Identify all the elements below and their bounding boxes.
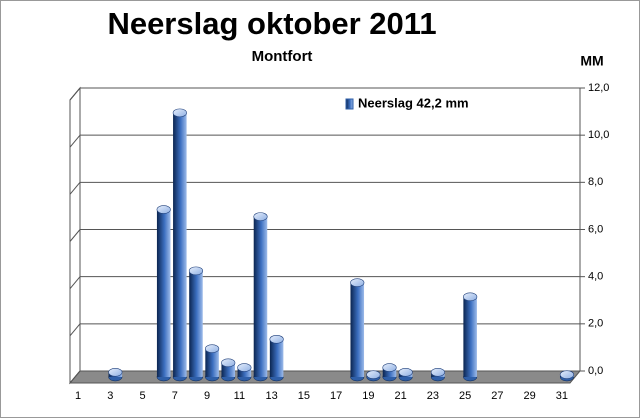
bar-body [350, 282, 365, 377]
grid-line-side [69, 229, 81, 242]
chart-subtitle: Montfort [252, 48, 313, 65]
bar-top [366, 370, 381, 379]
x-tick-label: 31 [556, 390, 568, 402]
bar-body [156, 209, 171, 377]
plot-area: 0,02,04,06,08,010,012,01 3 5 7 9 11 13 15 17 19 21… [68, 82, 609, 402]
grid-line-side [69, 323, 81, 337]
bar-top [156, 205, 171, 214]
bar [398, 367, 413, 382]
bar [430, 367, 445, 382]
y-tick-label: 6,0 [588, 223, 603, 235]
y-tick-label: 12,0 [588, 82, 609, 94]
bar-top [463, 292, 478, 302]
y-tick-label: 2,0 [588, 318, 603, 330]
bar-top [205, 344, 220, 354]
chart-title: Neerslag oktober 2011 [107, 6, 436, 41]
bar [156, 205, 171, 382]
bar [350, 278, 365, 382]
x-tick-label: 9 [204, 390, 210, 402]
bar-body [205, 348, 219, 377]
bar-top [350, 278, 365, 287]
grid-line-side [69, 87, 81, 101]
bar [237, 363, 252, 382]
x-tick-label: 1 [75, 390, 81, 402]
x-tick-label: 13 [265, 390, 277, 402]
x-tick-label: 19 [362, 390, 374, 402]
bar [221, 358, 236, 382]
bar-top [221, 358, 236, 368]
y-tick-label: 4,0 [588, 271, 603, 283]
bar [559, 370, 575, 382]
x-tick-label: 29 [524, 390, 536, 402]
legend-swatch [345, 98, 354, 110]
bar-top [188, 266, 204, 276]
bar-top [253, 212, 268, 221]
bar-top [559, 370, 575, 379]
y-tick-label: 10,0 [588, 129, 609, 141]
bar-body [253, 216, 268, 377]
grid-line-side [69, 134, 81, 148]
bar [366, 370, 381, 382]
bar-top [269, 334, 284, 344]
bar [253, 212, 268, 382]
x-tick-label: 11 [234, 390, 245, 402]
legend-label: Neerslag 42,2 mm [358, 95, 469, 110]
bar-body [237, 367, 252, 377]
y-tick-label: 8,0 [588, 176, 603, 188]
bar-top [172, 108, 187, 118]
bar [188, 266, 204, 382]
x-tick-label: 21 [395, 390, 407, 402]
x-tick-label: 17 [330, 390, 342, 402]
grid-line-side [69, 370, 81, 384]
bar-body [189, 270, 203, 377]
bar [172, 108, 187, 382]
bar [463, 292, 478, 382]
bar [269, 334, 284, 382]
x-tick-label: 27 [491, 390, 503, 402]
x-tick-label: 5 [140, 390, 146, 402]
bar-top [382, 363, 397, 372]
y-tick-label: 0,0 [588, 365, 603, 377]
x-tick-label: 15 [298, 390, 310, 402]
bar-top [108, 367, 123, 377]
bar-body [463, 296, 477, 377]
x-tick-label: 3 [107, 390, 113, 402]
x-tick-label: 7 [172, 390, 178, 402]
bar [205, 344, 220, 382]
grid-line-side [69, 182, 81, 195]
floor [68, 370, 582, 384]
bar [108, 367, 123, 382]
bar-body [173, 112, 187, 377]
bar [382, 363, 397, 382]
bar-top [430, 367, 445, 377]
bar-body [269, 339, 284, 377]
x-tick-label: 25 [459, 390, 471, 402]
y-axis-label: MM [580, 53, 603, 69]
bar-top [237, 363, 252, 372]
bar-top [398, 367, 413, 377]
bar-body [382, 367, 397, 377]
x-tick-label: 23 [427, 390, 439, 402]
grid-line-side [69, 276, 81, 289]
